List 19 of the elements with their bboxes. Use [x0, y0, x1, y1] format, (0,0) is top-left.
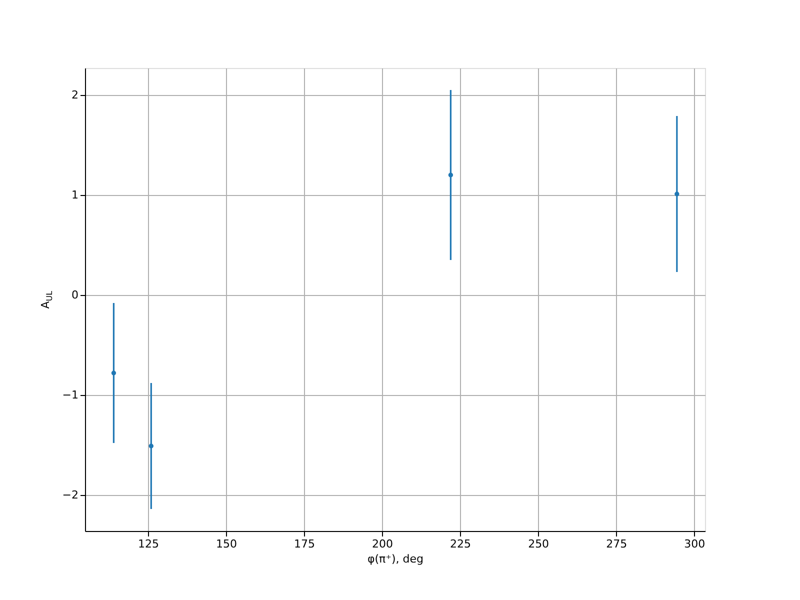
- y-tick-label: 1: [72, 188, 78, 202]
- point: [448, 172, 454, 178]
- x-tick-label: 125: [138, 538, 160, 550]
- y-axis-title: AUL: [39, 290, 54, 309]
- x-tick-label: 225: [450, 538, 472, 550]
- x-tick-label: 250: [528, 538, 550, 550]
- point: [674, 192, 680, 196]
- x-axis-title: φ(π⁺), deg: [368, 552, 424, 566]
- x-tick-label: 275: [606, 538, 628, 550]
- y-tick-label: 0: [72, 288, 78, 302]
- x-tick-label: 150: [216, 538, 238, 550]
- y-tick-label: −1: [62, 388, 78, 402]
- point: [148, 444, 154, 448]
- x-tick-label: 200: [372, 538, 394, 550]
- x-tick-label: 175: [294, 538, 316, 550]
- point: [111, 370, 116, 376]
- y-tick-label: −2: [62, 488, 78, 502]
- x-tick-label: 300: [684, 538, 706, 550]
- y-tick-label: 2: [72, 88, 78, 102]
